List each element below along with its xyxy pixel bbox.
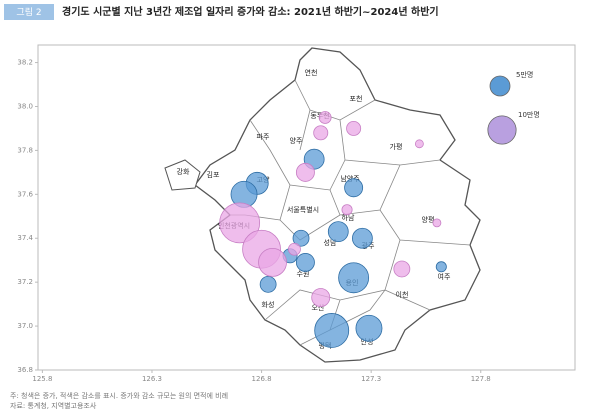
- legend-label: 5만명: [516, 70, 533, 79]
- bubble: [311, 288, 331, 307]
- y-tick-label: 38.0: [17, 102, 33, 110]
- bubble: [338, 262, 370, 294]
- region-label: 연천: [305, 68, 318, 77]
- region-label: 서울특별시: [287, 205, 319, 214]
- bubble: [295, 252, 315, 272]
- bubble: [288, 242, 301, 256]
- y-tick-label: 37.4: [17, 234, 33, 242]
- note: 주: 청색은 증가, 적색은 감소를 표시. 증가와 감소 규모는 원의 면적에…: [10, 391, 228, 400]
- bubble: [351, 227, 373, 249]
- region-label: 수원: [297, 269, 310, 278]
- region-label: 성남: [324, 238, 337, 247]
- bubble: [432, 218, 442, 228]
- bubble: [219, 202, 261, 244]
- region-label: 강화: [177, 167, 190, 176]
- y-tick-label: 37.8: [17, 146, 33, 154]
- region-label: 가평: [390, 142, 403, 151]
- x-tick-label: 126.8: [252, 375, 272, 383]
- bubble: [318, 111, 332, 124]
- x-tick-label: 125.8: [32, 375, 52, 383]
- legend-label: 10만명: [518, 110, 540, 119]
- bubble: [292, 229, 310, 247]
- bubble: [327, 221, 349, 243]
- x-tick-label: 127.8: [471, 375, 491, 383]
- island-outline: [164, 159, 201, 191]
- region-label: 포천: [350, 94, 363, 103]
- bubble: [393, 260, 411, 278]
- region-label: 여주: [438, 272, 451, 281]
- region-label: 오산: [312, 303, 325, 312]
- y-tick-label: 36.8: [17, 366, 33, 374]
- bubble: [313, 125, 329, 141]
- x-tick-label: 127.3: [361, 375, 381, 383]
- title: 경기도 시군별 지난 3년간 제조업 일자리 증가와 감소: 2021년 하반기…: [62, 5, 439, 18]
- region-label: 양주: [290, 137, 303, 145]
- bubble: [344, 178, 364, 198]
- bubble: [341, 204, 353, 216]
- bubble: [258, 247, 287, 277]
- region-label: 이천: [396, 290, 409, 299]
- y-tick-label: 37.2: [17, 278, 33, 286]
- bubble: [295, 162, 315, 182]
- region-label: 김포: [207, 171, 220, 179]
- y-tick-label: 37.0: [17, 322, 33, 330]
- bubble: [414, 139, 424, 149]
- bubble: [435, 261, 447, 273]
- y-tick-label: 37.6: [17, 190, 33, 198]
- region-label: 양평: [422, 215, 435, 224]
- bubble: [346, 120, 362, 136]
- bubble: [314, 313, 350, 348]
- legend-swatch: [487, 115, 517, 145]
- source: 자료: 통계청, 지역별고용조사: [10, 401, 97, 410]
- region-label: 남양주: [340, 174, 360, 183]
- region-label: 파주: [257, 132, 270, 141]
- figure-label-box: [4, 4, 54, 20]
- y-tick-label: 38.2: [17, 59, 33, 67]
- region-label: 하남: [342, 213, 355, 222]
- region-label: 화성: [262, 300, 275, 309]
- bubble: [259, 275, 277, 293]
- figure-label: 그림 2: [16, 6, 41, 18]
- bubble: [355, 314, 383, 342]
- x-tick-label: 126.3: [142, 375, 162, 383]
- legend-swatch: [489, 75, 511, 97]
